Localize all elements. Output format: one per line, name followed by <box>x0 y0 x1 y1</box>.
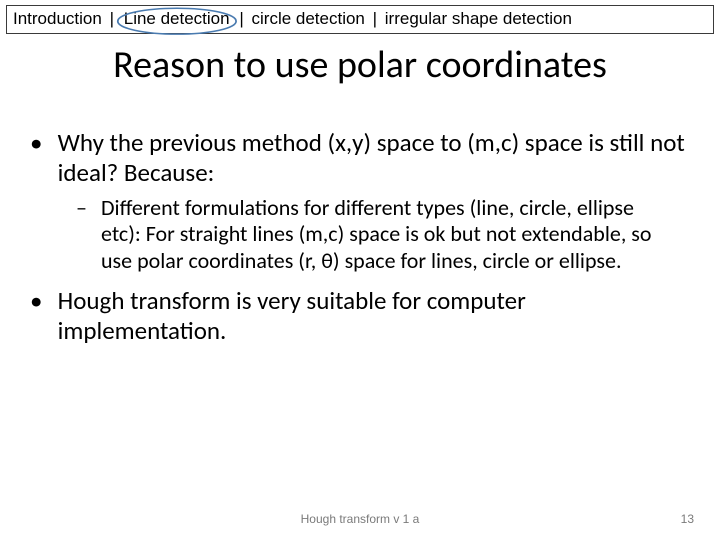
breadcrumb-separator: | <box>370 9 380 28</box>
footer-center: Hough transform v 1 a <box>0 512 720 526</box>
slide: Introduction | Line detection | circle d… <box>0 0 720 540</box>
bullet-marker: • <box>30 286 52 316</box>
breadcrumb-item-label: Line detection <box>124 9 230 28</box>
body-content: • Why the previous method (x,y) space to… <box>30 128 690 357</box>
breadcrumb-item-irregular-shape-detection: irregular shape detection <box>385 9 572 28</box>
subbullet-marker: – <box>76 195 96 221</box>
breadcrumb-item-introduction: Introduction <box>13 9 102 28</box>
bullet-1-sub-1: – Different formulations for different t… <box>76 195 690 274</box>
bullet-text: Why the previous method (x,y) space to (… <box>58 128 688 187</box>
breadcrumb-item-line-detection: Line detection <box>122 9 232 29</box>
bullet-2: • Hough transform is very suitable for c… <box>30 286 690 345</box>
breadcrumb: Introduction | Line detection | circle d… <box>6 5 714 34</box>
breadcrumb-item-circle-detection: circle detection <box>252 9 365 28</box>
breadcrumb-separator: | <box>236 9 246 28</box>
bullet-marker: • <box>30 128 52 158</box>
subbullet-text: Different formulations for different typ… <box>101 195 661 274</box>
bullet-text: Hough transform is very suitable for com… <box>58 286 688 345</box>
bullet-1: • Why the previous method (x,y) space to… <box>30 128 690 274</box>
breadcrumb-separator: | <box>107 9 117 28</box>
page-title: Reason to use polar coordinates <box>0 42 720 88</box>
footer-page-number: 13 <box>681 512 694 526</box>
